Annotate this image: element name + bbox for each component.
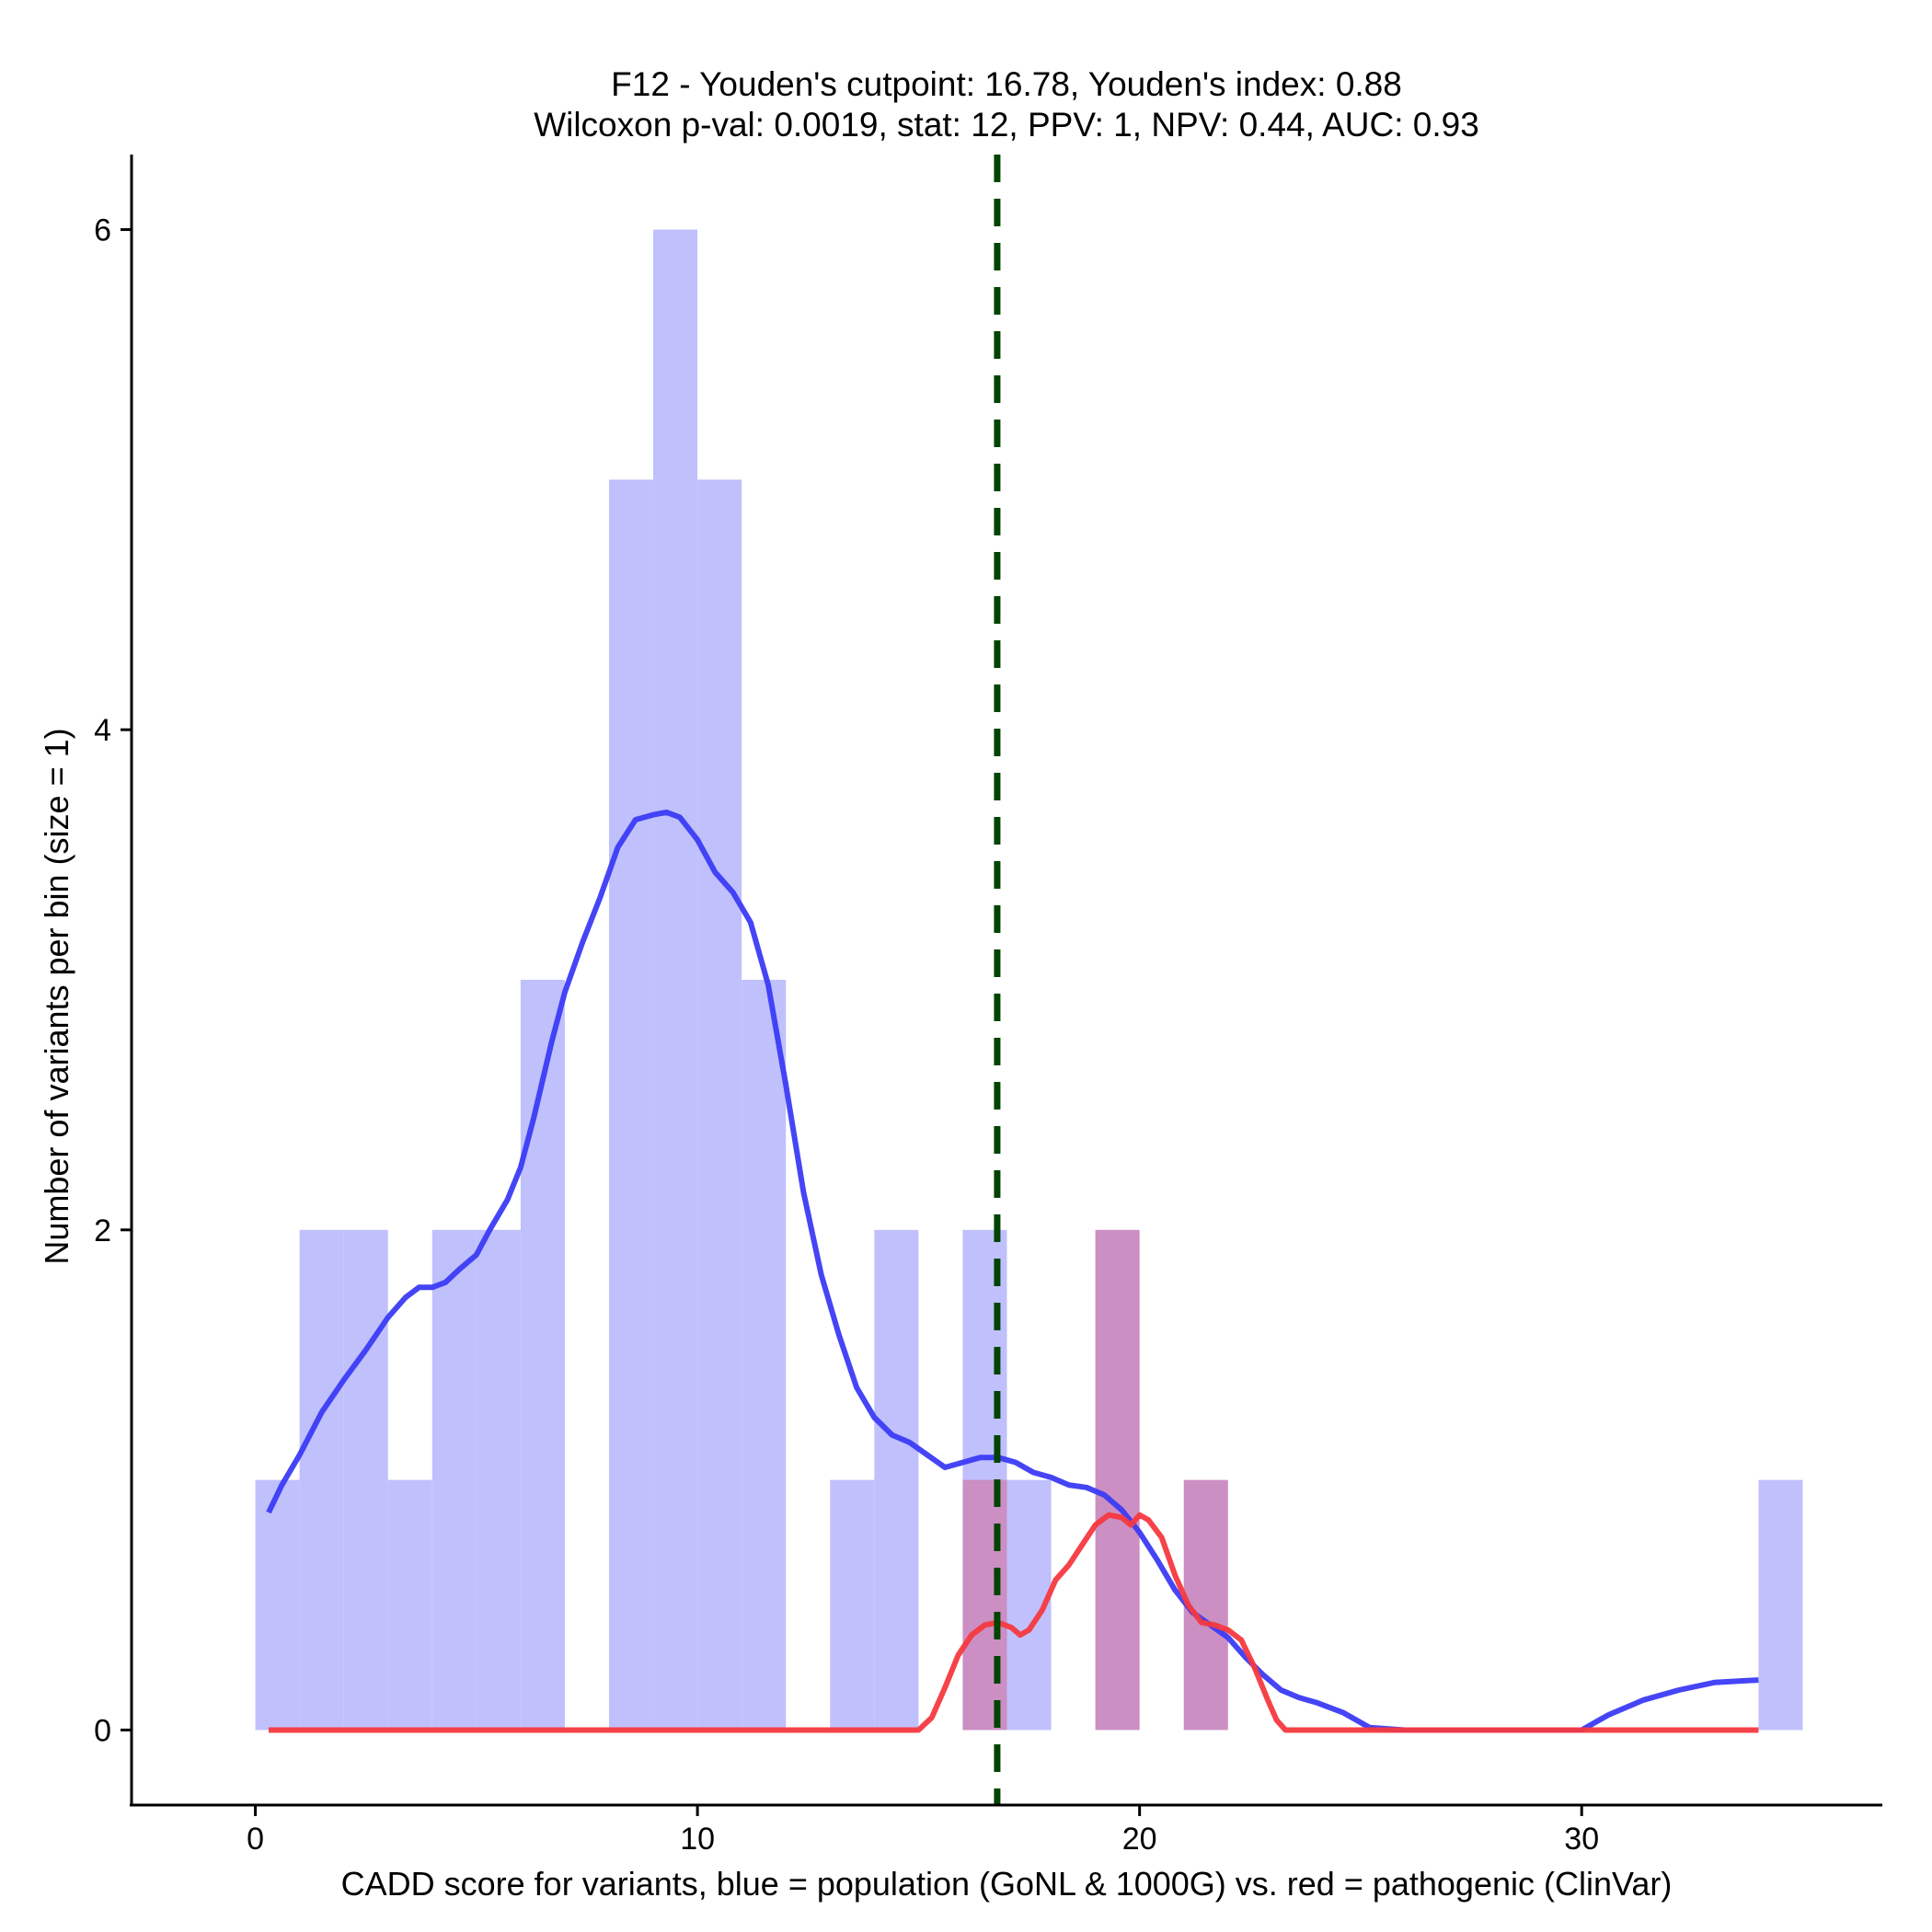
chart-title-line-2: Wilcoxon p-val: 0.0019, stat: 12, PPV: 1… — [534, 106, 1479, 144]
ticks-layer: 0 10 20 30 0 2 4 6 — [94, 213, 1599, 1857]
x-axis-label: CADD score for variants, blue = populati… — [341, 1865, 1673, 1903]
axes-layer — [130, 155, 1882, 1807]
population-bar — [343, 1229, 388, 1731]
y-tick-label: 4 — [94, 713, 111, 748]
bars-layer — [255, 229, 1803, 1731]
x-tick-label: 0 — [247, 1822, 264, 1857]
population-bar — [609, 479, 654, 1731]
pathogenic-density-line — [269, 1512, 1759, 1733]
x-tick-label: 30 — [1564, 1822, 1599, 1857]
population-density-line — [266, 809, 1759, 1733]
population-bar — [742, 980, 787, 1731]
density-layer — [266, 809, 1759, 1733]
population-bar — [697, 479, 742, 1731]
population-bar — [874, 1229, 919, 1731]
y-tick-label: 0 — [94, 1713, 111, 1748]
population-bar — [1758, 1479, 1803, 1731]
population-bar — [387, 1479, 432, 1731]
population-bar — [299, 1229, 344, 1731]
population-bar — [653, 229, 698, 1731]
population-bar — [255, 1479, 300, 1731]
population-bar — [830, 1479, 875, 1731]
y-axis-label: Number of variants per bin (size = 1) — [38, 728, 75, 1264]
chart-title-line-1: F12 - Youden's cutpoint: 16.78, Youden's… — [611, 65, 1402, 103]
x-tick-label: 20 — [1122, 1822, 1157, 1857]
x-tick-label: 10 — [680, 1822, 715, 1857]
population-bar — [520, 980, 565, 1731]
population-bar — [476, 1229, 521, 1731]
population-bar — [431, 1229, 477, 1731]
pathogenic-bar — [962, 1479, 1007, 1731]
y-tick-label: 6 — [94, 213, 111, 248]
y-tick-label: 2 — [94, 1213, 111, 1248]
pathogenic-bar — [1095, 1229, 1140, 1731]
